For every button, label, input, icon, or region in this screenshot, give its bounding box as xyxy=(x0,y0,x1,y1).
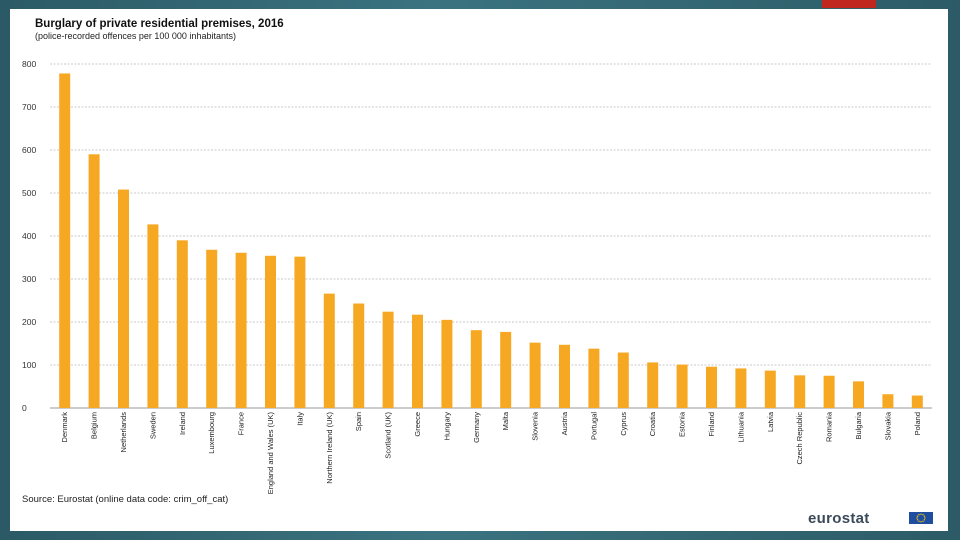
bar xyxy=(353,303,365,408)
eu-flag-icon xyxy=(909,512,933,524)
x-tick-label: Luxembourg xyxy=(207,412,216,454)
bar xyxy=(88,154,100,408)
bar xyxy=(206,249,218,408)
y-tick-label: 800 xyxy=(22,59,36,69)
bar xyxy=(235,252,247,408)
x-tick-label: Ireland xyxy=(178,412,187,435)
x-tick-label: Northern Ireland (UK) xyxy=(325,412,334,484)
y-tick-label: 400 xyxy=(22,231,36,241)
bar xyxy=(823,375,835,408)
x-tick-label: Scotland (UK) xyxy=(384,412,393,459)
y-tick-label: 600 xyxy=(22,145,36,155)
bar xyxy=(882,394,894,408)
x-tick-label: Austria xyxy=(560,411,569,435)
x-tick-label: Spain xyxy=(354,412,363,431)
bar xyxy=(382,311,394,408)
bar xyxy=(59,73,71,409)
bar xyxy=(441,319,453,408)
bar xyxy=(118,189,129,408)
y-tick-label: 500 xyxy=(22,188,36,198)
x-tick-label: Portugal xyxy=(589,412,598,440)
chart-title: Burglary of private residential premises… xyxy=(35,18,284,30)
bar xyxy=(500,331,512,408)
x-tick-label: Belgium xyxy=(90,412,99,439)
chart-subtitle: (police-recorded offences per 100 000 in… xyxy=(35,31,236,41)
chart-card xyxy=(10,9,948,531)
bar xyxy=(265,255,276,408)
eurostat-logo: eurostat xyxy=(808,510,870,527)
bar xyxy=(735,368,747,408)
x-tick-label: Hungary xyxy=(442,412,451,441)
x-tick-label: Croatia xyxy=(648,411,657,436)
bar xyxy=(412,314,423,408)
bar xyxy=(794,375,806,408)
x-tick-label: Slovenia xyxy=(531,411,540,441)
x-tick-label: Cyprus xyxy=(619,412,628,436)
x-tick-label: Czech Republic xyxy=(795,412,804,465)
x-tick-label: England and Wales (UK) xyxy=(266,412,275,495)
x-tick-label: Greece xyxy=(413,412,422,437)
bar xyxy=(176,240,188,408)
x-tick-label: Malta xyxy=(501,411,510,430)
bar xyxy=(529,342,541,408)
x-tick-label: Slovakia xyxy=(883,411,892,440)
x-tick-label: Finland xyxy=(707,412,716,437)
bar xyxy=(147,224,159,408)
y-tick-label: 700 xyxy=(22,102,36,112)
bar xyxy=(294,256,306,408)
x-tick-label: Romania xyxy=(825,411,834,442)
bar xyxy=(588,348,600,408)
x-tick-label: Netherlands xyxy=(119,412,128,453)
bar xyxy=(559,344,570,408)
y-tick-label: 300 xyxy=(22,274,36,284)
source-note: Source: Eurostat (online data code: crim… xyxy=(22,494,229,505)
x-tick-label: Bulgaria xyxy=(854,411,863,439)
x-tick-label: Latvia xyxy=(766,411,775,432)
x-tick-label: Lithuania xyxy=(736,411,745,442)
bar xyxy=(853,381,864,408)
x-tick-label: Estonia xyxy=(678,411,687,437)
accent-bar xyxy=(822,0,876,8)
y-tick-label: 100 xyxy=(22,360,36,370)
bar xyxy=(764,370,776,408)
bar xyxy=(676,364,688,408)
bar xyxy=(911,395,923,408)
bar xyxy=(323,293,335,408)
y-tick-label: 0 xyxy=(22,403,27,413)
bar xyxy=(470,330,482,408)
bar xyxy=(706,366,717,408)
y-tick-label: 200 xyxy=(22,317,36,327)
bar xyxy=(647,362,659,408)
x-tick-label: Sweden xyxy=(148,412,157,439)
x-tick-label: France xyxy=(237,412,246,435)
x-tick-label: Italy xyxy=(295,412,304,426)
x-tick-label: Poland xyxy=(913,412,922,435)
bar xyxy=(617,352,629,408)
x-tick-label: Germany xyxy=(472,412,481,443)
x-tick-label: Denmark xyxy=(60,412,69,443)
